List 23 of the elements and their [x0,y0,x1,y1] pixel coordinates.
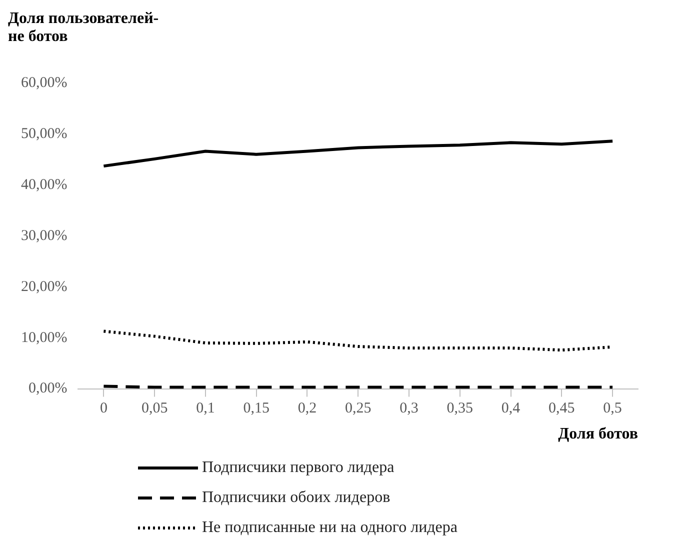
x-axis-title: Доля ботов [558,426,638,443]
x-tick-label: 0,5 [603,400,622,417]
x-tick-label: 0,1 [196,400,215,417]
x-tick-label: 0,25 [345,400,372,417]
legend-label: Не подписанные ни на одного лидера [202,519,458,537]
x-tick-label: 0,3 [400,400,418,417]
x-tick-label: 0,05 [141,400,168,417]
y-tick-label: 60,00% [20,74,68,91]
x-tick-label: 0,15 [243,400,270,417]
x-tick-label: 0,4 [501,400,521,417]
legend-label: Подписчики первого лидера [202,459,394,477]
y-tick-label: 50,00% [20,126,68,142]
x-tick-label: 0,45 [548,400,575,417]
y-tick-label: 30,00% [20,228,68,244]
y-tick-label: 10,00% [20,330,68,346]
legend-label: Подписчики обоих лидеров [202,489,390,507]
x-tick-label: 0 [100,400,108,417]
x-tick-label: 0,2 [298,400,317,417]
y-tick-label: 20,00% [20,278,68,295]
y-tick-label: 0,00% [28,380,68,397]
x-tick-label: 0,35 [446,400,474,417]
y-axis-title: Доля пользователей-не ботов [8,10,160,46]
y-tick-label: 40,00% [20,176,68,193]
